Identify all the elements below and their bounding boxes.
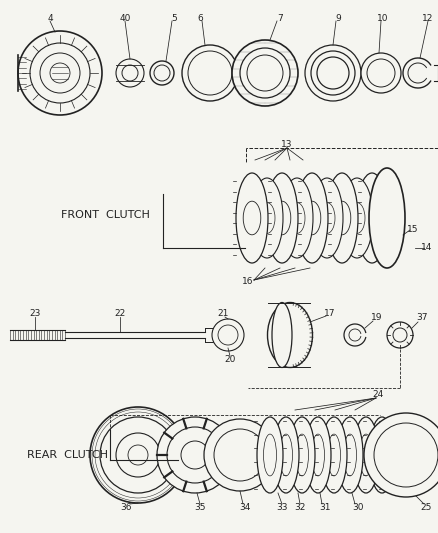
Circle shape: [386, 322, 412, 348]
Circle shape: [240, 48, 290, 98]
Text: 6: 6: [197, 13, 202, 22]
Text: 10: 10: [376, 13, 388, 22]
Text: 36: 36: [120, 504, 131, 513]
Circle shape: [363, 413, 438, 497]
Ellipse shape: [368, 417, 394, 493]
Text: 32: 32: [293, 504, 305, 513]
Circle shape: [166, 427, 223, 483]
Text: 24: 24: [371, 391, 383, 400]
Circle shape: [231, 40, 297, 106]
Text: 35: 35: [194, 504, 205, 513]
Ellipse shape: [352, 417, 378, 493]
Text: 16: 16: [242, 278, 253, 287]
Text: 14: 14: [420, 244, 432, 253]
Text: 20: 20: [224, 356, 235, 365]
Ellipse shape: [304, 417, 330, 493]
Text: 33: 33: [276, 504, 287, 513]
Ellipse shape: [267, 303, 312, 367]
Circle shape: [310, 51, 354, 95]
Circle shape: [204, 419, 276, 491]
Circle shape: [212, 319, 244, 351]
Ellipse shape: [272, 417, 298, 493]
Text: 40: 40: [119, 13, 131, 22]
Ellipse shape: [265, 173, 297, 263]
Ellipse shape: [272, 303, 291, 367]
Ellipse shape: [280, 178, 312, 258]
Text: 9: 9: [334, 13, 340, 22]
Circle shape: [182, 45, 237, 101]
Text: 4: 4: [47, 13, 53, 22]
Ellipse shape: [295, 173, 327, 263]
Text: 37: 37: [415, 313, 427, 322]
Ellipse shape: [251, 178, 283, 258]
Circle shape: [304, 45, 360, 101]
Text: REAR  CLUTCH: REAR CLUTCH: [28, 450, 108, 460]
Text: 17: 17: [324, 309, 335, 318]
Ellipse shape: [325, 173, 357, 263]
Text: 15: 15: [406, 225, 418, 235]
Ellipse shape: [336, 417, 362, 493]
Circle shape: [157, 417, 233, 493]
Text: 34: 34: [239, 504, 250, 513]
Text: 22: 22: [114, 309, 125, 318]
Text: 13: 13: [281, 140, 292, 149]
Ellipse shape: [340, 178, 372, 258]
Ellipse shape: [256, 417, 283, 493]
Circle shape: [316, 57, 348, 89]
Text: 12: 12: [421, 13, 433, 22]
Ellipse shape: [310, 178, 342, 258]
Text: 19: 19: [371, 313, 382, 322]
Ellipse shape: [355, 173, 387, 263]
Text: 7: 7: [276, 13, 282, 22]
Ellipse shape: [368, 168, 404, 268]
Text: 31: 31: [318, 504, 330, 513]
Circle shape: [360, 53, 400, 93]
Text: 21: 21: [217, 309, 228, 318]
Circle shape: [90, 407, 186, 503]
Text: 23: 23: [29, 309, 41, 318]
Ellipse shape: [320, 417, 346, 493]
Text: 25: 25: [419, 504, 431, 513]
Circle shape: [116, 59, 144, 87]
Ellipse shape: [236, 173, 267, 263]
Ellipse shape: [288, 417, 314, 493]
Text: 5: 5: [171, 13, 177, 22]
Text: 30: 30: [351, 504, 363, 513]
Text: FRONT  CLUTCH: FRONT CLUTCH: [60, 210, 149, 220]
Circle shape: [30, 43, 90, 103]
Circle shape: [150, 61, 173, 85]
